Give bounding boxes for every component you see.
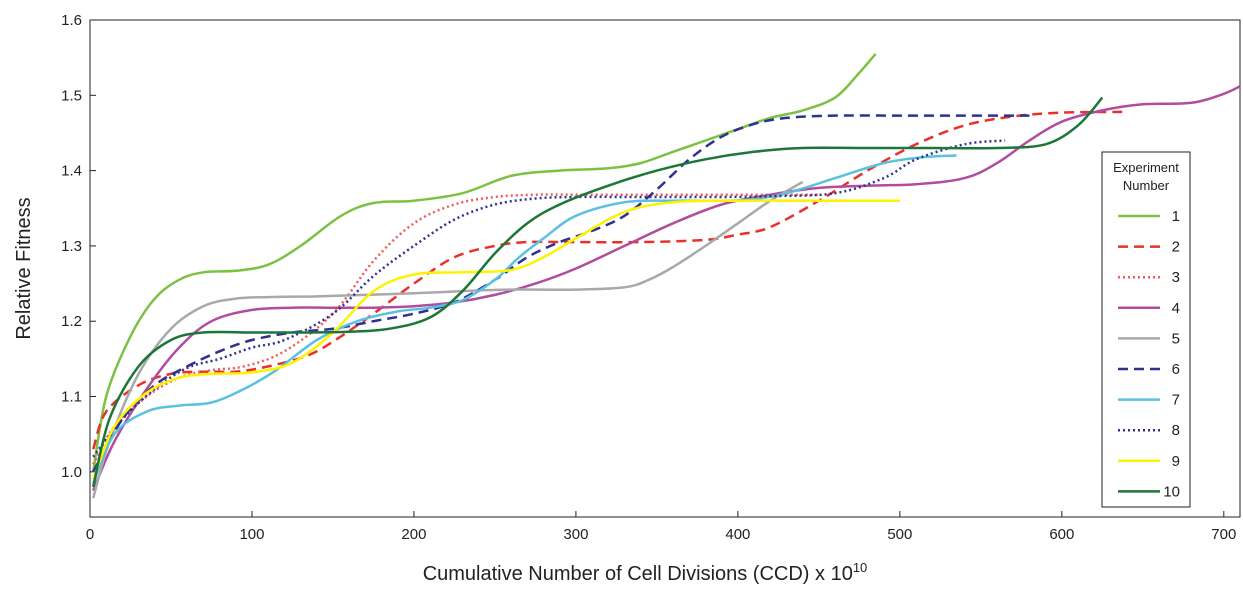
series-line-4	[92, 85, 1241, 492]
series-line-9	[92, 199, 900, 480]
x-axis-title-text: Cumulative Number of Cell Divisions (CCD…	[423, 563, 853, 585]
legend-label-6: 6	[1172, 361, 1180, 378]
legend-label-3: 3	[1172, 269, 1180, 286]
legend-label-1: 1	[1172, 208, 1180, 225]
x-tick-label: 300	[563, 526, 588, 543]
series-line-5	[91, 180, 804, 499]
legend-title-line-1: Experiment	[1113, 160, 1179, 175]
series-line-8	[92, 139, 1006, 458]
legend: Experiment Number 1 2 3 4 5 6 7 8 9 10	[1101, 151, 1191, 508]
y-tick-label: 1.3	[61, 238, 82, 255]
legend-title-line-2: Number	[1123, 178, 1170, 193]
y-tick-label: 1.6	[61, 12, 82, 29]
series-line-3	[92, 193, 819, 465]
series-line-10	[91, 96, 1104, 488]
x-tick-label: 200	[401, 526, 426, 543]
legend-label-2: 2	[1172, 239, 1180, 256]
y-tick-label: 1.4	[61, 163, 82, 180]
x-tick-label: 100	[239, 526, 264, 543]
y-tick-label: 1.1	[61, 389, 82, 406]
x-tick-label: 0	[86, 526, 94, 543]
legend-label-9: 9	[1172, 453, 1180, 470]
legend-label-7: 7	[1172, 392, 1180, 409]
legend-label-5: 5	[1172, 330, 1180, 347]
legend-label-4: 4	[1172, 300, 1180, 317]
x-tick-label: 700	[1211, 526, 1236, 543]
x-tick-label: 600	[1049, 526, 1074, 543]
legend-items: 1 2 3 4 5 6 7 8 9 10	[1118, 208, 1180, 500]
y-axis-title: Relative Fitness	[13, 197, 35, 339]
series-line-7	[92, 154, 957, 484]
x-axis-title-superscript: 10	[853, 560, 867, 575]
series-line-1	[91, 53, 877, 473]
x-tick-label: 500	[887, 526, 912, 543]
series-lines	[91, 53, 1241, 499]
y-tick-label: 1.5	[61, 87, 82, 104]
legend-box	[1101, 151, 1191, 508]
y-tick-label: 1.0	[61, 464, 82, 481]
series-line-2	[92, 110, 1127, 450]
y-axis: 1.0 1.1 1.2 1.3 1.4 1.5 1.6	[61, 12, 96, 481]
x-axis: 0 100 200 300 400 500 600 700	[86, 511, 1236, 543]
x-tick-label: 400	[725, 526, 750, 543]
series-line-6	[92, 114, 1030, 473]
legend-label-10: 10	[1163, 483, 1180, 500]
plot-frame	[89, 19, 1241, 518]
x-axis-title: Cumulative Number of Cell Divisions (CCD…	[423, 560, 868, 585]
y-tick-label: 1.2	[61, 313, 82, 330]
legend-label-8: 8	[1172, 422, 1180, 439]
plot-area: 1.01.11.21.31.41.51.6 0 100 200 300 400 500 60…	[61, 12, 1241, 543]
